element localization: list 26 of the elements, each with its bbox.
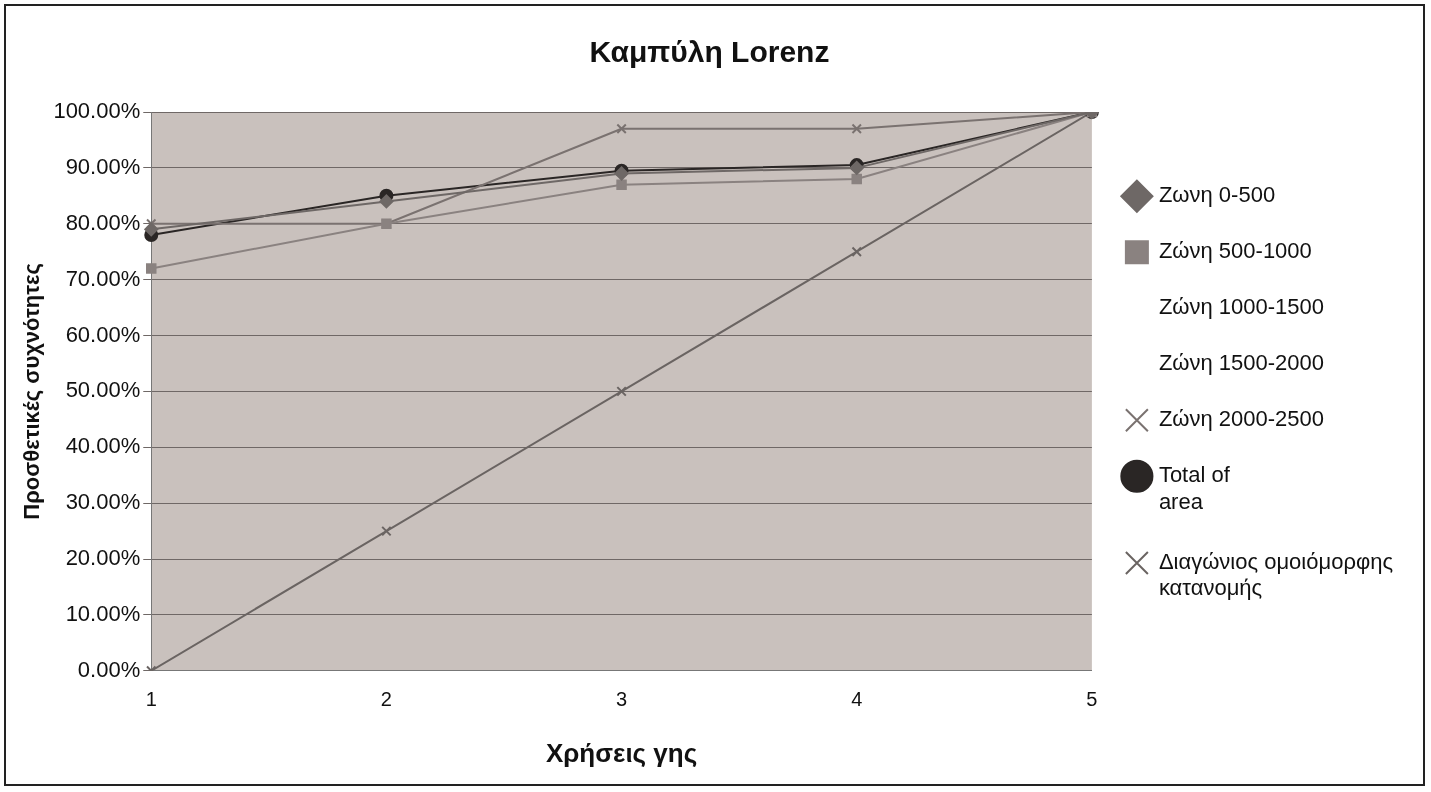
x-tick-label: 1 bbox=[145, 688, 157, 711]
legend-label: Ζωνη 0-500 bbox=[1158, 182, 1276, 208]
x-tick-label: 2 bbox=[380, 688, 392, 711]
chart-title: Καμπύλη Lorenz bbox=[589, 35, 830, 69]
text: Ζώνη 1500-2000 bbox=[1158, 350, 1325, 376]
legend-label: Διαγώνιος ομοιόμορφης κατανομής bbox=[1158, 549, 1394, 601]
legend-label: Ζώνη 500-1000 bbox=[1158, 238, 1312, 264]
y-tick-label: 20.00% bbox=[65, 545, 141, 571]
text: Ζώνη 1000-1500 bbox=[1158, 294, 1325, 320]
y-tick-label: 40.00% bbox=[65, 433, 141, 459]
y-tick-label: 10.00% bbox=[65, 600, 141, 626]
x-tick-label: 3 bbox=[616, 688, 628, 711]
x-axis-title: Χρήσεις γης bbox=[545, 737, 698, 768]
y-axis-title: Προσθετικές συχνότητες bbox=[19, 263, 45, 520]
y-tick-label: 60.00% bbox=[65, 321, 141, 347]
y-tick-label: 90.00% bbox=[65, 153, 141, 179]
y-tick-label: 30.00% bbox=[65, 489, 141, 515]
y-tick-label: 70.00% bbox=[65, 265, 141, 291]
y-tick-label: 100.00% bbox=[53, 98, 141, 124]
x-tick-label: 4 bbox=[851, 688, 863, 711]
y-tick-label: 50.00% bbox=[65, 377, 141, 403]
y-tick-label: 0.00% bbox=[77, 656, 141, 682]
y-tick-label: 80.00% bbox=[65, 209, 141, 235]
legend-label: Ζώνη 2000-2500 bbox=[1158, 406, 1325, 432]
legend-label: Total of area bbox=[1158, 462, 1231, 514]
x-tick-label: 5 bbox=[1086, 688, 1098, 711]
